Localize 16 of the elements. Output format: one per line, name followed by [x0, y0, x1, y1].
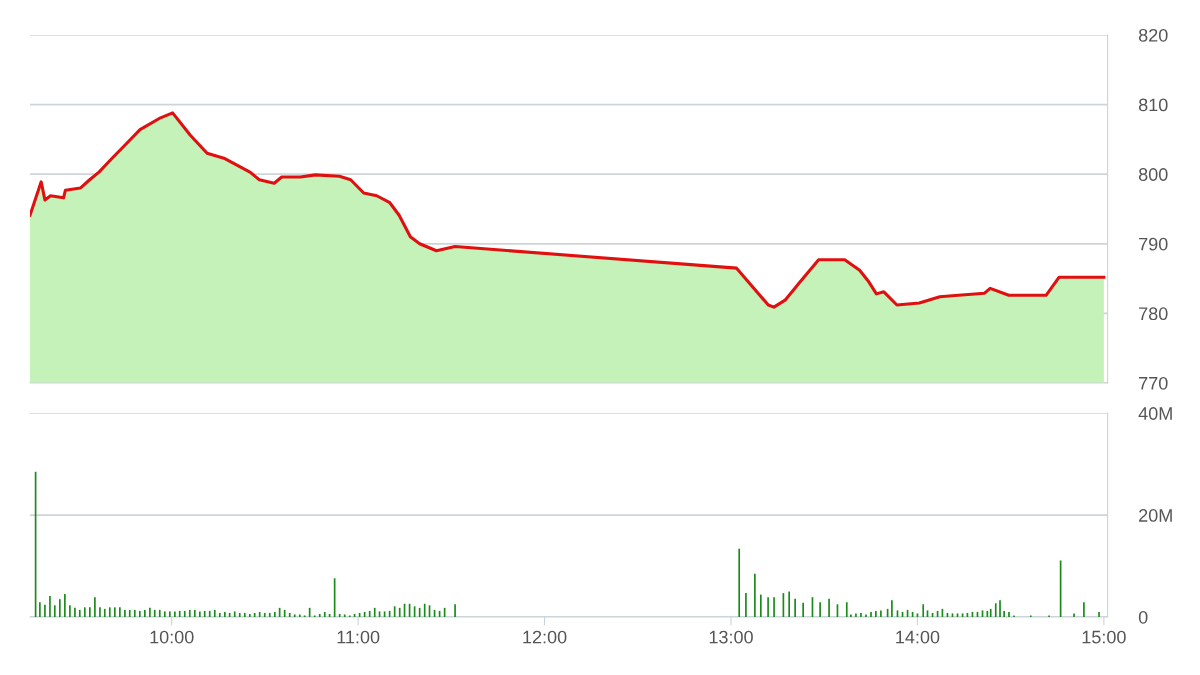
x-tick-label: 14:00 — [896, 630, 940, 644]
y-tick-label: 20M — [1139, 509, 1172, 522]
y-tick-label: 790 — [1139, 237, 1168, 251]
y-tick-label: 810 — [1138, 98, 1168, 112]
y-tick-label: 820 — [1138, 28, 1168, 42]
x-tick-label: 11:00 — [337, 630, 380, 644]
x-tick-label: 13:00 — [709, 630, 753, 644]
y-tick-label: 780 — [1139, 307, 1168, 321]
y-tick-label: 0 — [1138, 610, 1148, 624]
y-tick-label: 40M — [1138, 407, 1172, 420]
x-tick-label: 10:00 — [150, 630, 194, 644]
y-tick-label: 800 — [1138, 168, 1168, 181]
x-tick-label: 15:00 — [1082, 630, 1126, 644]
x-tick-label: 12:00 — [523, 630, 567, 644]
y-tick-label: 770 — [1139, 376, 1168, 390]
line-series — [30, 111, 1106, 309]
